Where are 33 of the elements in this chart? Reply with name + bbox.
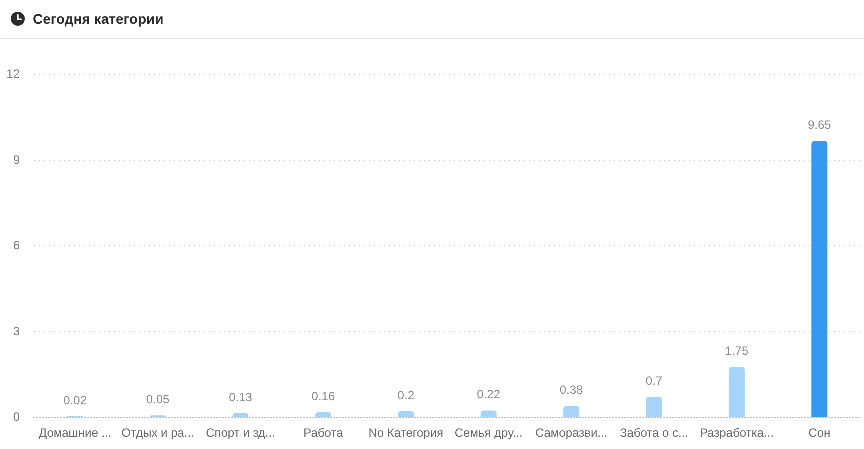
data-label: 1.75 [725, 344, 749, 358]
x-tick-label: Саморазви... [535, 426, 608, 440]
bar [398, 411, 414, 417]
bar [728, 366, 745, 417]
chart-title: Сегодня категории [33, 11, 164, 27]
data-label: 0.22 [477, 388, 501, 402]
bar [315, 412, 332, 417]
bar [480, 410, 497, 417]
x-tick-label: Отдых и ра... [122, 426, 194, 440]
x-tick-label: Работа [304, 426, 344, 440]
y-tick-label: 9 [13, 152, 20, 167]
data-label: 0.16 [312, 389, 336, 404]
bar [812, 141, 828, 417]
bar [564, 406, 580, 417]
data-label: 9.65 [808, 118, 832, 132]
x-tick-label: No Категория [368, 426, 444, 440]
data-label: 0.05 [146, 392, 170, 407]
data-label: 0.7 [646, 374, 663, 388]
x-tick-label: Забота о с... [620, 426, 689, 440]
x-tick-label: Сон [808, 426, 831, 440]
data-label: 0.38 [560, 383, 584, 398]
y-tick-label: 12 [6, 67, 20, 81]
data-label: 0.02 [64, 393, 88, 408]
x-tick-label: Семья дру... [454, 426, 523, 440]
x-tick-label: Разработка... [700, 426, 774, 440]
x-tick-label: Спорт и зд... [206, 426, 276, 440]
data-label: 0.2 [398, 388, 415, 402]
y-tick-label: 6 [13, 238, 20, 252]
data-label: 0.13 [229, 390, 253, 404]
y-tick-label: 3 [13, 324, 20, 338]
bar [646, 396, 662, 417]
x-tick-label: Домашние ... [38, 426, 112, 440]
y-tick-label: 0 [13, 410, 20, 424]
